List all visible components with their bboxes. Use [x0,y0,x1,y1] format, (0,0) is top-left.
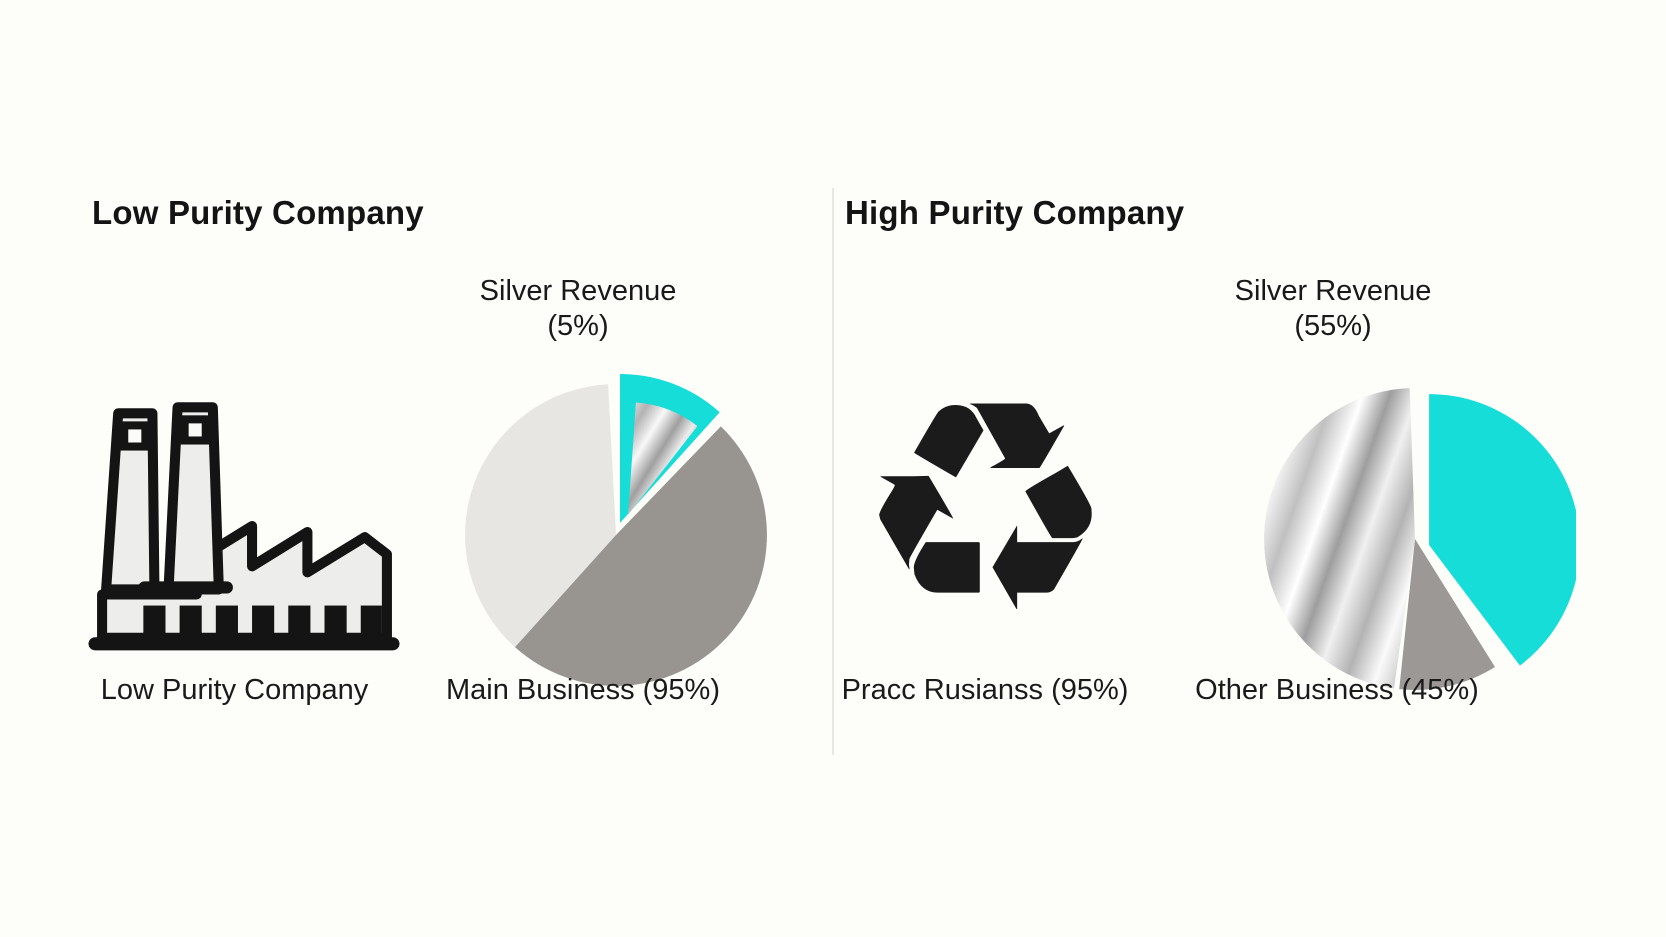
pie-slice-silver-revenue-foil [628,402,698,515]
pie-slice-main-business-light [465,384,616,648]
pie1-top-callout: Silver Revenue (5%) [418,274,738,344]
left-panel-title: Low Purity Company [92,194,424,232]
pie-slice-silver-revenue-cyan [1429,394,1576,666]
right-panel-title: High Purity Company [845,194,1185,232]
pie-slice-main-business-dark [515,426,767,686]
pie-slice-other-business-gray [1399,539,1495,690]
pie1-bottom-callout: Main Business (95%) [446,674,720,706]
pie2-bottom-callout: Other Business (45%) [1195,674,1479,706]
pie1-top-callout-line1: Silver Revenue [479,275,677,307]
pie2-top-callout: Silver Revenue (55%) [1173,274,1493,344]
factory-icon [88,383,400,655]
high-purity-pie-chart [1254,378,1576,700]
panel-divider [832,188,834,755]
factory-caption: Low Purity Company [100,674,369,706]
pie1-top-callout-line2: (5%) [547,310,609,342]
pie-slice-other-business-silver [1264,388,1415,689]
recycling-caption: Pracc Rusianss (95%) [841,674,1129,706]
pie2-top-callout-line2: (55%) [1294,310,1372,342]
pie2-top-callout-line1: Silver Revenue [1234,275,1432,307]
low-purity-pie-chart [455,374,777,696]
recycling-icon-glyph: ♻ [854,338,1117,678]
recycling-icon: ♻ [833,348,1138,668]
